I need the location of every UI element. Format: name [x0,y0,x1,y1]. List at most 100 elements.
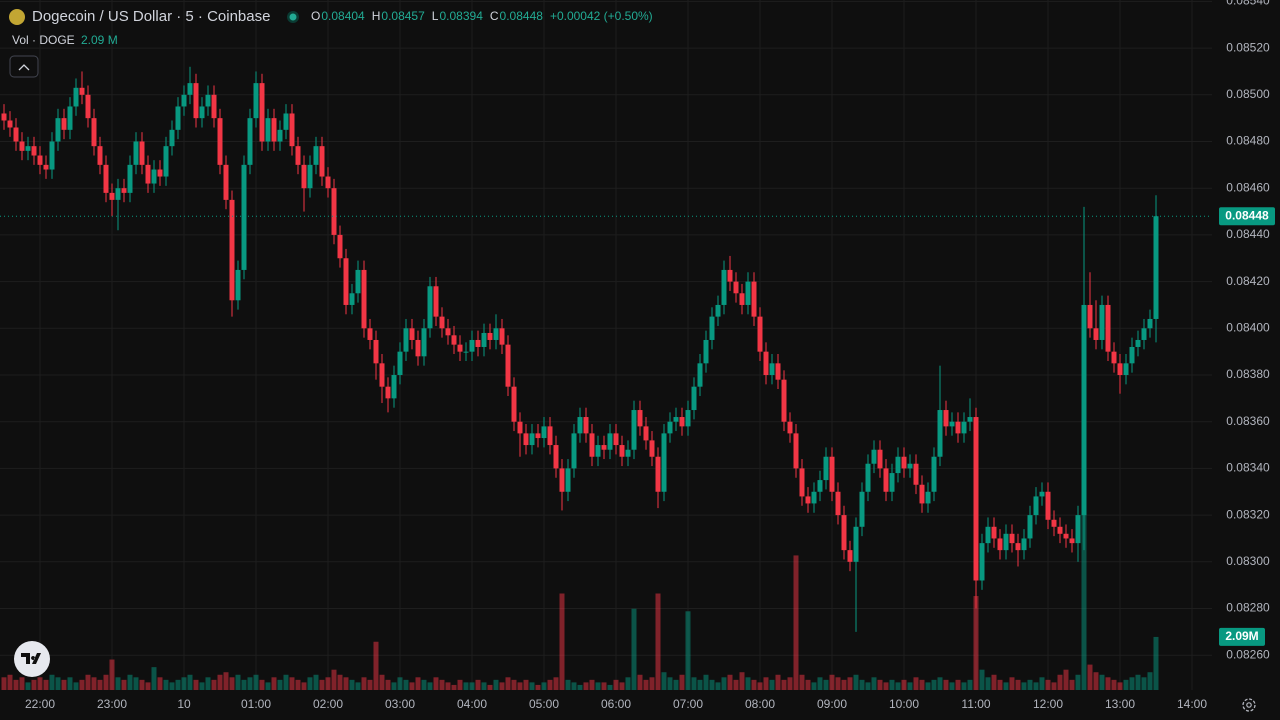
candle-body [499,328,505,345]
volume-bar [157,677,163,690]
candle-body [877,449,883,469]
candle-body [643,426,649,441]
candle-body [1111,351,1117,364]
candle-body [325,176,331,189]
candle-body [151,169,157,184]
candle-body [679,417,685,427]
volume-bar [511,679,517,690]
candle-body [403,328,409,352]
candle-body [205,94,211,107]
candle-body [493,328,499,340]
candle-body [931,456,937,492]
volume-bar [1051,682,1057,690]
legend-value: 0.08448 [500,9,544,23]
candle-body [343,258,349,305]
legend-value: 0.08457 [381,9,425,23]
volume-bar [1135,674,1141,690]
button-frame[interactable] [9,55,39,78]
candle-body [1027,515,1033,539]
gear-outer[interactable] [1242,698,1256,712]
volume-bar [835,677,841,690]
candle-body [91,118,97,147]
volume-bar [463,682,469,690]
volume-bar [529,682,535,690]
candle-body [7,120,13,128]
volume-bar [661,672,667,690]
candle-body [697,363,703,387]
volume-bar [217,674,223,690]
candle-body [355,269,361,294]
volume-bar [739,672,745,690]
candle-body [109,192,115,200]
tv-logo[interactable] [14,641,50,677]
candle-body [601,445,607,450]
volume-bar [301,682,307,690]
volume-bar [427,682,433,690]
gear-inner[interactable] [1246,702,1252,708]
volume-bar [931,679,937,690]
y-tick-label: 0.08300 [1226,554,1270,568]
candle-body [817,480,823,492]
volume-bar [727,674,733,690]
volume-bar [133,677,139,690]
volume-bar [49,674,55,690]
volume-bar [799,674,805,690]
volume-bar [619,682,625,690]
collapse-button[interactable] [9,55,39,78]
volume-bar [1123,679,1129,690]
volume-bar [19,677,25,690]
x-tick-label: 11:00 [961,697,990,711]
volume-bar [697,679,703,690]
volume-bar [1093,672,1099,690]
volume-bar [271,677,277,690]
volume-bar [559,593,565,690]
volume-bar [1087,664,1093,690]
volume-bar [757,682,763,690]
volume-bar [673,679,679,690]
candle-body [175,106,181,130]
volume-bar [187,674,193,690]
volume-bar [649,677,655,690]
volume-bar [295,679,301,690]
volume-bar [841,679,847,690]
logo-mark[interactable] [21,653,41,664]
volume-bar [1057,674,1063,690]
candle-body [967,417,973,422]
candle-body [919,484,925,504]
candle-body [1081,304,1087,516]
volume-bar [397,677,403,690]
legend-key: O [311,9,320,23]
volume-bar [109,659,115,690]
candle-body [547,426,553,446]
candle-body [907,463,913,469]
volume-bar [319,679,325,690]
last-price-box [1219,207,1275,226]
candle-body [871,449,877,464]
coin-icon [9,9,25,25]
candle-body [583,417,589,434]
volume-bar [643,679,649,690]
y-tick-label: 0.08540 [1226,0,1270,8]
last-price-label: 0.08448 [1225,208,1269,222]
volume-bar [679,674,685,690]
candle-body [223,164,229,200]
candle-body [691,386,697,411]
candle-body [1015,543,1021,551]
volume-bar [895,682,901,690]
candle-body [79,87,85,95]
caret-icon[interactable] [18,64,30,71]
volume-bar [817,677,823,690]
volume-bar [793,555,799,690]
settings-icon[interactable] [1242,698,1256,712]
symbol-title[interactable]: Dogecoin / US Dollar · 5 · Coinbase [32,8,270,25]
price-change: +0.00042 (+0.50%) [550,9,653,23]
candle-body [577,417,583,434]
candle-body [1009,533,1015,544]
candle-body [667,421,673,434]
volume-bar [199,682,205,690]
volume-bar [403,679,409,690]
volume-bar [943,679,949,690]
x-tick-label: 13:00 [1105,697,1135,711]
candle-body [847,550,853,562]
